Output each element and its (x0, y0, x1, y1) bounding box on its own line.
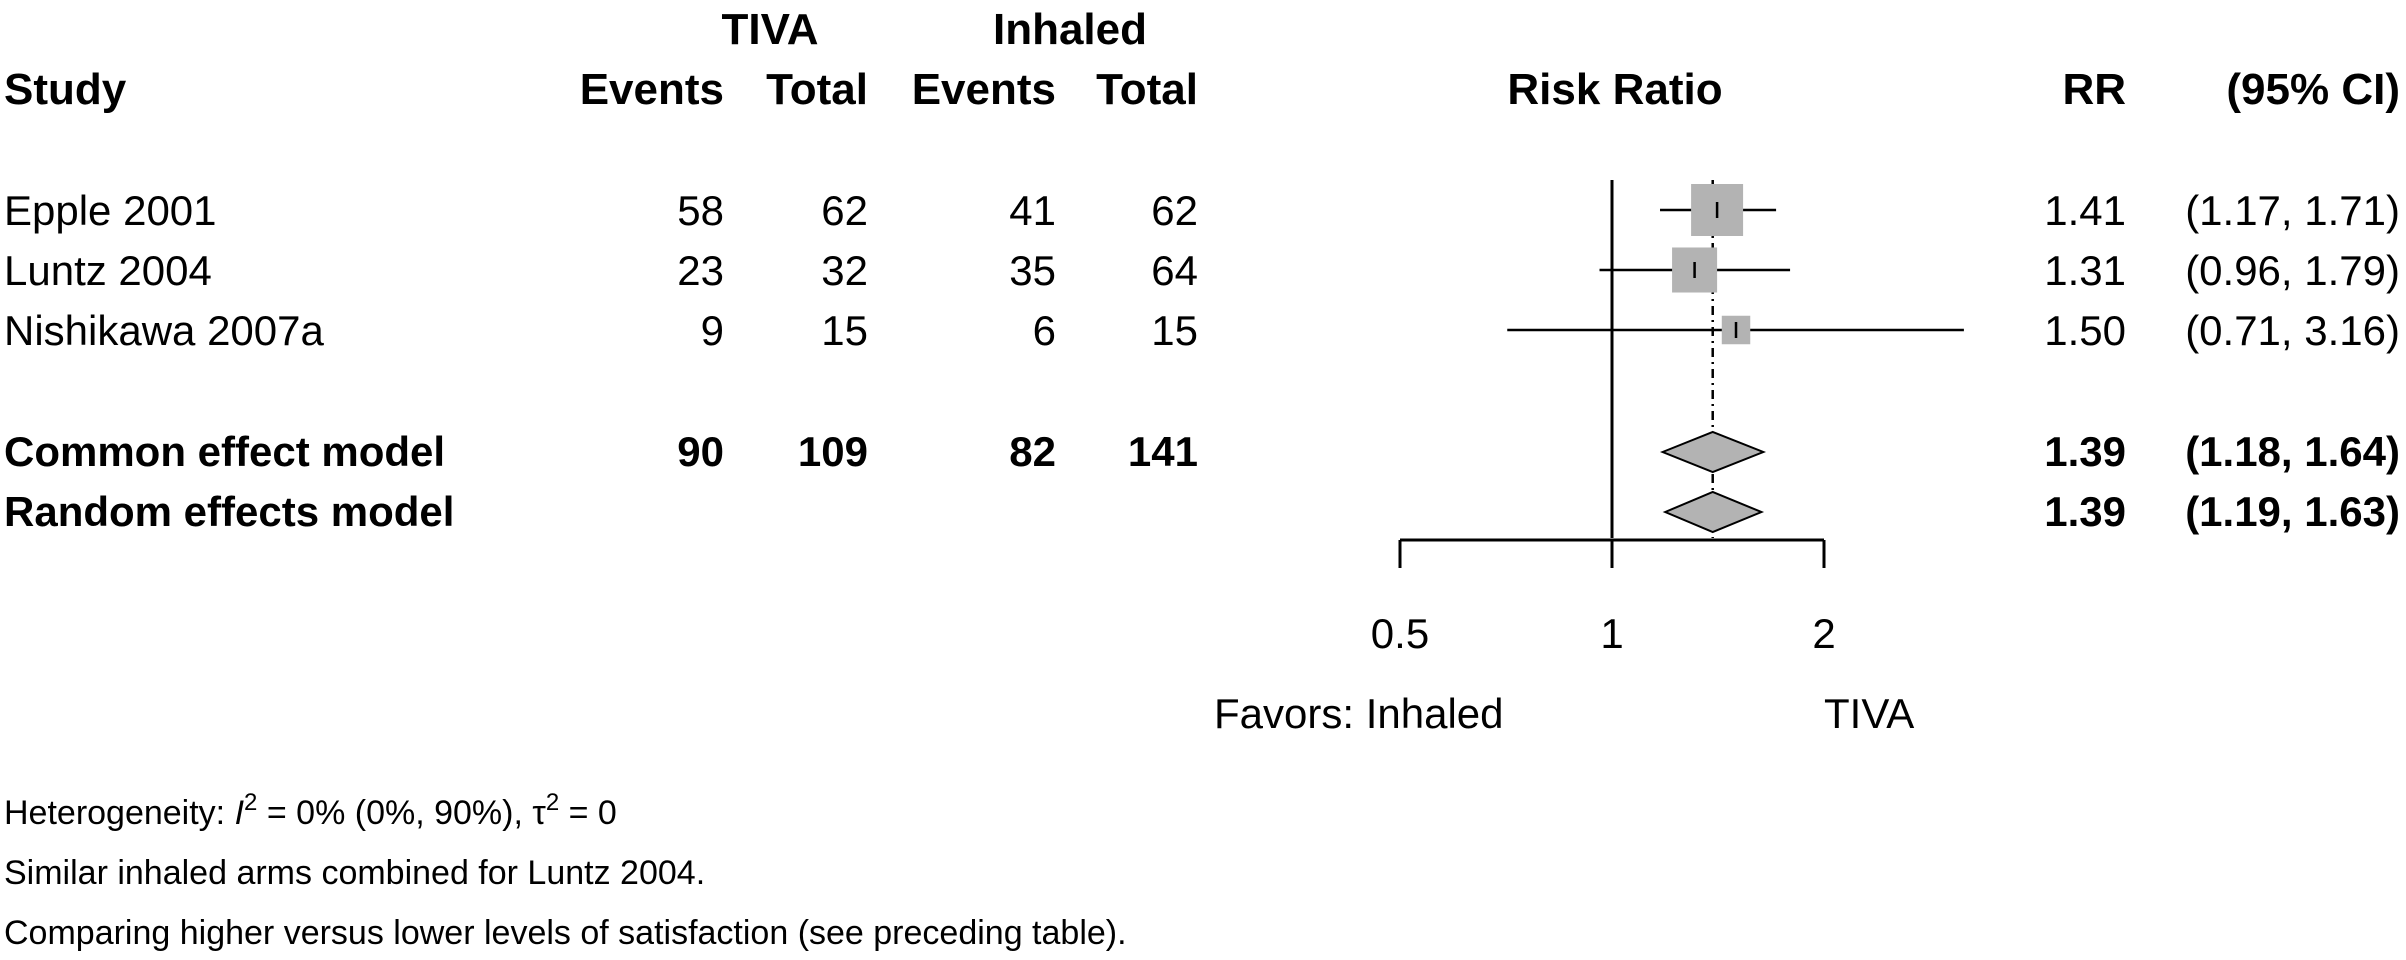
pooled-diamond-random (1662, 490, 1765, 534)
favors-right-label: TIVA (1824, 690, 1914, 737)
tiva-events: 9 (701, 307, 724, 354)
inhaled-events: 82 (1009, 428, 1056, 475)
ci-value: (1.17, 1.71) (2185, 187, 2400, 234)
study-name: Epple 2001 (4, 187, 217, 234)
inhaled-events: 6 (1033, 307, 1056, 354)
i2-superscript: 2 (244, 789, 257, 816)
i2-symbol: I (235, 794, 245, 832)
study-name: Luntz 2004 (4, 247, 212, 294)
footnote-luntz: Similar inhaled arms combined for Luntz … (4, 854, 705, 892)
study-row-0: Epple 2001 58 62 41 62 1.41 (1.17, 1.71) (4, 187, 2400, 234)
rr-value: 1.39 (2044, 428, 2126, 475)
tick-label-0-5: 0.5 (1371, 610, 1429, 657)
model-row-random: Random effects model 1.39 (1.19, 1.63) (4, 488, 2400, 535)
inhaled-total: 141 (1128, 428, 1198, 475)
header-group-tiva: TIVA (722, 5, 819, 54)
header-events-tiva: Events (580, 65, 724, 114)
pooled-diamond-common (1659, 430, 1767, 474)
rr-value: 1.31 (2044, 247, 2126, 294)
header-total-inhaled: Total (1096, 65, 1198, 114)
ci-value: (1.18, 1.64) (2185, 428, 2400, 475)
rr-value: 1.39 (2044, 488, 2126, 535)
header-study: Study (4, 65, 127, 114)
inhaled-events: 35 (1009, 247, 1056, 294)
header-group-inhaled: Inhaled (993, 5, 1147, 54)
heterogeneity-prefix: Heterogeneity: (4, 794, 235, 832)
tiva-events: 23 (677, 247, 724, 294)
tau-symbol: τ (532, 794, 546, 832)
header-rr: RR (2062, 65, 2126, 114)
inhaled-events: 41 (1009, 187, 1056, 234)
rr-value: 1.41 (2044, 187, 2126, 234)
tiva-events: 58 (677, 187, 724, 234)
tiva-total: 15 (821, 307, 868, 354)
footnotes: Heterogeneity: I2 = 0% (0%, 90%), τ2 = 0… (4, 789, 1127, 952)
model-name: Random effects model (4, 488, 454, 535)
header-risk-ratio: Risk Ratio (1507, 65, 1722, 114)
tau-superscript: 2 (546, 789, 559, 816)
tick-label-1: 1 (1600, 610, 1623, 657)
tick-label-2: 2 (1812, 610, 1835, 657)
ci-value: (0.71, 3.16) (2185, 307, 2400, 354)
table-header: TIVA Inhaled Study Events Total Events T… (4, 5, 2400, 114)
tiva-total: 109 (798, 428, 868, 475)
plot-marks (1398, 180, 1964, 568)
footnote-satisfaction: Comparing higher versus lower levels of … (4, 914, 1127, 952)
i2-value: = 0% (0%, 90%), (257, 794, 532, 832)
axis-tick-labels: 0.5 1 2 (1371, 610, 1836, 657)
inhaled-total: 64 (1151, 247, 1198, 294)
ci-value: (0.96, 1.79) (2185, 247, 2400, 294)
study-row-2: Nishikawa 2007a 9 15 6 15 1.50 (0.71, 3.… (4, 307, 2400, 354)
model-row-common: Common effect model 90 109 82 141 1.39 (… (4, 428, 2400, 475)
tiva-events: 90 (677, 428, 724, 475)
model-name: Common effect model (4, 428, 445, 475)
tiva-total: 32 (821, 247, 868, 294)
tiva-total: 62 (821, 187, 868, 234)
header-events-inhaled: Events (912, 65, 1056, 114)
tau-value: = 0 (559, 794, 617, 832)
inhaled-total: 62 (1151, 187, 1198, 234)
rr-value: 1.50 (2044, 307, 2126, 354)
favors-left-label: Favors: Inhaled (1214, 690, 1504, 737)
heterogeneity-note: Heterogeneity: I2 = 0% (0%, 90%), τ2 = 0 (4, 789, 617, 832)
study-name: Nishikawa 2007a (4, 307, 325, 354)
inhaled-total: 15 (1151, 307, 1198, 354)
header-ci: (95% CI) (2226, 65, 2400, 114)
ci-value: (1.19, 1.63) (2185, 488, 2400, 535)
study-row-1: Luntz 2004 23 32 35 64 1.31 (0.96, 1.79) (4, 247, 2400, 294)
header-total-tiva: Total (766, 65, 868, 114)
